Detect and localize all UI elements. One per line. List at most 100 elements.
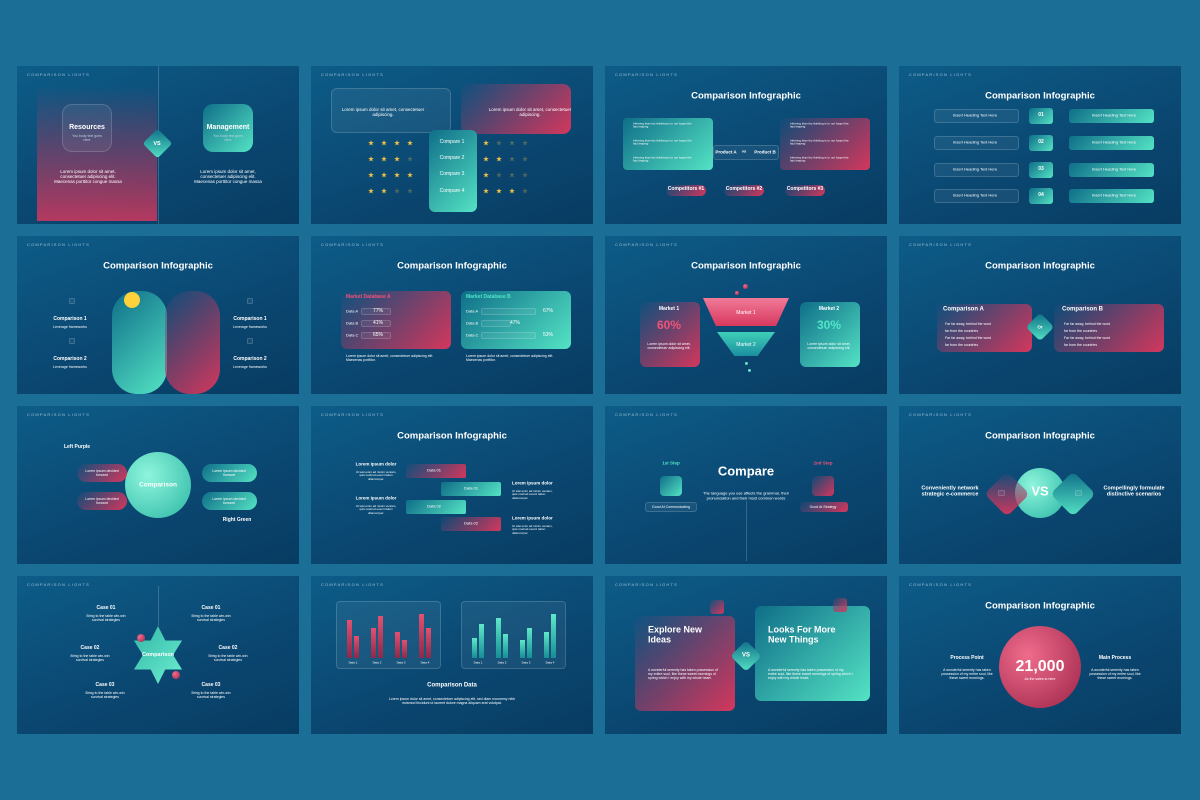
slide-text: Comparison 1 [233,316,267,323]
decor [666,185,706,196]
slide-title: Comparison Infographic [985,90,1095,102]
slide-text: Compare [717,463,775,479]
slide-text: Lorem ipsum dolor sit amet, consectetuer… [194,169,262,185]
slide-text: Insert Heading Text Here [1091,192,1137,198]
slide-text: Leverage frameworks [53,364,87,369]
decor [635,616,735,711]
slide-text: Lorem ipsum dolor sit amet, consectetuer… [488,106,572,117]
bar-decor [551,614,556,658]
slide-text: Market 1 [736,310,756,317]
decor [746,501,747,561]
slide-text: Bring to the table win-win survival stra… [70,653,110,662]
slide-text: Case 01 [96,605,116,612]
decor [999,626,1081,708]
slide-text: Leverage frameworks [53,324,87,329]
slide-text: Compare 2 [439,155,465,162]
slide-text: Data 2 [497,660,507,665]
decor [623,118,713,170]
slide-text: Comparison [141,651,175,658]
slide-text: 21,000 [1015,657,1065,675]
slide-text: Market Database B [466,294,511,301]
slide-text: Competitors #2 [725,186,763,193]
slide: COMPARISON LIGHTS Comparison Data Lorem ip… [311,576,593,734]
decor [812,476,834,496]
slide-text: Ut wisi enim ad minim veniam, quis nostr… [512,523,553,535]
slide-brand: COMPARISON LIGHTS [909,72,972,77]
slide-text: Explore New Ideas [648,624,703,645]
decor [724,185,764,196]
slide: COMPARISON LIGHTS Case 01 Bring to the tab… [17,576,299,734]
decor [461,84,571,134]
slide-brand: COMPARISON LIGHTS [321,242,384,247]
slide-text: far from the countries [1064,342,1098,347]
decor [77,492,127,510]
decor [37,86,157,221]
slide-text: A wonderful serenity has taken possessio… [941,667,993,681]
decor [1069,136,1154,150]
slide-text: Market 1 [658,306,680,313]
slide-text: Inferring than thy thinking is to not fo… [633,121,692,129]
star-icon [483,172,489,178]
slide-text: Lorem ipsum dolor [512,480,553,486]
slide: COMPARISON LIGHTS Comparison Infographic I… [605,66,887,224]
slide-brand: COMPARISON LIGHTS [615,412,678,417]
decor [172,671,180,679]
slide-brand: COMPARISON LIGHTS [27,412,90,417]
decor [361,320,391,327]
slide-text: Far far away, behind the word [1064,335,1111,340]
slide-text: Compare 1 [439,139,465,146]
slide-text: Lorem ipsum decided forward [212,496,246,505]
decor [125,452,191,518]
star-icon [509,140,515,146]
star-icon [522,172,528,178]
star-icon [394,172,400,178]
slide-text: Lorem ipsum dolor [512,515,553,521]
decor [934,136,1019,150]
star-icon [381,172,387,178]
bar-decor [472,638,477,658]
decor [748,369,751,372]
slide-text: Data C [346,332,359,338]
decor [203,104,253,152]
star-icon [407,188,413,194]
slide-text: Lorem ipsum dolor sit amet, consectetuer… [388,696,516,705]
decor [69,298,75,304]
slide-title: Comparison Infographic [985,430,1095,442]
bar-decor [544,632,549,658]
decor [331,88,451,133]
slide-text: Data 01 [426,467,441,473]
decor [645,502,697,512]
slide: COMPARISON LIGHTS Explore New Ideas Looks … [605,576,887,734]
decor [934,163,1019,177]
slide-text: Case 03 [201,682,221,689]
bar-decor [371,628,376,658]
slide-text: Management [206,123,250,131]
decor [62,104,112,152]
slide-text: You body text goes here [213,133,243,142]
slide: COMPARISON LIGHTS Lorem ipsum dolor sit a… [311,66,593,224]
star-icon [394,140,400,146]
slide-text: 04 [1038,192,1044,199]
slide-text: Data B [346,320,359,326]
star-icon [381,156,387,162]
bar-decor [402,640,407,658]
slide-text: VS [1031,483,1049,499]
slide-text: Competitors #3 [786,186,824,193]
slide-text: Lorem ipsum dolor sit amet, consectetuer… [647,341,691,350]
slide-text: Comparison B [1062,306,1104,313]
decor [1054,304,1164,352]
bar-decor [520,640,525,658]
slide-text: Ut wisi enim ad minim veniam, quis nostr… [355,469,397,481]
decor [406,500,466,514]
slide-text: Insert Heading Text Here [1091,166,1137,172]
slide-text: Data A [466,308,479,314]
slide-text: Process Point [950,655,984,662]
slide-text: Bring to the table win-win survival stra… [86,613,126,622]
slide-text: Compellingly formulate distinctive scena… [1103,485,1165,498]
star-icon [522,140,528,146]
decor [934,189,1019,203]
slide-title: Comparison Infographic [691,260,801,272]
slide-title: Comparison Infographic [103,260,213,272]
slide-text: Bring to the table win-win survival stra… [191,690,231,699]
